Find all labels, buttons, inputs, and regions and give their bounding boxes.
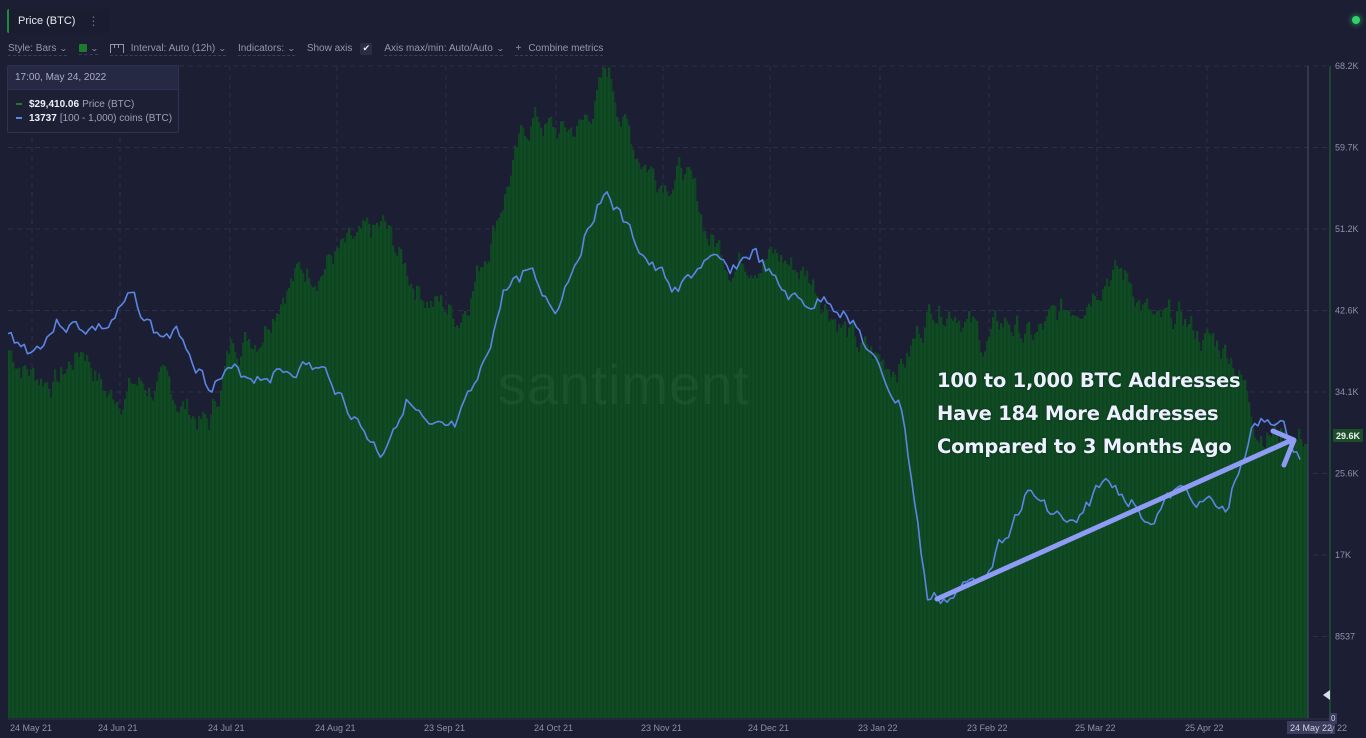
svg-text:23 Nov 21: 23 Nov 21 [641, 723, 682, 733]
svg-text:24 Jun 21: 24 Jun 21 [98, 723, 138, 733]
date-label-tail: y 22 [1330, 723, 1348, 733]
chart-annotation: 100 to 1,000 BTC Addresses Have 184 More… [937, 364, 1241, 463]
svg-text:24 Aug 21: 24 Aug 21 [315, 723, 356, 733]
ruler-icon [109, 43, 124, 53]
style-label: Style: Bars [8, 42, 57, 54]
axis-minmax-label: Axis max/min: Auto/Auto [384, 42, 493, 54]
chart-tooltip: 17:00, May 24, 2022 $29,410.06 Price (BT… [7, 65, 179, 133]
svg-text:24 Dec 21: 24 Dec 21 [748, 723, 789, 733]
vertical-dots-icon[interactable]: ⋮ [87, 14, 100, 28]
color-picker[interactable]: ⌄ [79, 43, 99, 55]
x-axis-labels: 24 May 21 24 Jun 21 24 Jul 21 24 Aug 21 23 S… [10, 723, 1224, 733]
indicators-label: Indicators: [237, 42, 285, 54]
svg-text:25.6K: 25.6K [1335, 469, 1359, 479]
svg-text:68.2K: 68.2K [1335, 61, 1359, 71]
svg-text:24 Oct 21: 24 Oct 21 [534, 723, 573, 733]
current-price-badge: 29.6K [1333, 429, 1364, 442]
tooltip-row-price: $29,410.06 Price (BTC) [8, 97, 178, 111]
svg-text:34.1K: 34.1K [1335, 387, 1359, 397]
annotation-line: 100 to 1,000 BTC Addresses [937, 369, 1241, 392]
color-swatch-icon [79, 44, 88, 52]
watermark: santiment [498, 353, 750, 416]
tooltip-datetime: 17:00, May 24, 2022 [8, 66, 178, 90]
svg-text:25 Mar 22: 25 Mar 22 [1075, 723, 1116, 733]
chevron-down-icon: ⌄ [495, 43, 505, 53]
price-bars [8, 66, 1309, 719]
interval-label: Interval: Auto (12h) [130, 42, 216, 54]
current-date-badge: 24 May 22 [1287, 721, 1336, 734]
interval-dropdown[interactable]: Interval: Auto (12h) ⌄ [109, 42, 227, 56]
chevron-down-icon: ⌄ [287, 43, 296, 53]
annotation-line: Compared to 3 Months Ago [937, 435, 1232, 458]
plus-icon: + [515, 42, 522, 54]
annotation-line: Have 184 More Addresses [937, 402, 1219, 425]
checkmark-icon[interactable]: ✔ [360, 42, 373, 55]
chevron-down-icon: ⌄ [90, 43, 99, 53]
combine-metrics-label: Combine metrics [528, 42, 604, 54]
combine-metrics-button[interactable]: + Combine metrics [515, 42, 604, 56]
show-axis-toggle[interactable]: Show axis ✔ [306, 42, 373, 56]
scroll-left-arrow-icon[interactable] [1323, 690, 1330, 700]
trend-arrow [934, 428, 1297, 602]
chart-toolbar: Style: Bars ⌄ ⌄ Interval: Auto (12h) ⌄ I… [8, 42, 615, 56]
svg-text:42.6K: 42.6K [1335, 306, 1359, 316]
legend-marker-icon [16, 117, 22, 119]
metric-tab[interactable]: Price (BTC) ⋮ [7, 9, 110, 33]
chevron-down-icon: ⌄ [218, 43, 227, 53]
indicators-dropdown[interactable]: Indicators: ⌄ [237, 42, 296, 56]
show-axis-label: Show axis [306, 43, 353, 54]
svg-text:51.2K: 51.2K [1335, 224, 1359, 234]
address-count-line [7, 191, 1301, 605]
zero-badge: 0 [1329, 713, 1338, 724]
svg-text:23 Sep 21: 23 Sep 21 [424, 723, 465, 733]
svg-text:25 Apr 22: 25 Apr 22 [1185, 723, 1224, 733]
chevron-down-icon: ⌄ [59, 43, 69, 53]
metric-title: Price (BTC) [18, 15, 76, 27]
y-axis-labels: 68.2K 59.7K 51.2K 42.6K 34.1K 25.6K 17K 8537 [1335, 61, 1359, 642]
axis-minmax-dropdown[interactable]: Axis max/min: Auto/Auto ⌄ [384, 42, 505, 56]
style-dropdown[interactable]: Style: Bars ⌄ [8, 42, 69, 56]
svg-text:24 Jul 21: 24 Jul 21 [208, 723, 245, 733]
legend-marker-icon [16, 103, 22, 105]
svg-text:23 Feb 22: 23 Feb 22 [967, 723, 1008, 733]
tooltip-row-addresses: 13737 [100 - 1,000) coins (BTC) [8, 111, 178, 125]
svg-text:24 May 21: 24 May 21 [10, 723, 52, 733]
svg-text:17K: 17K [1335, 550, 1351, 560]
svg-text:59.7K: 59.7K [1335, 143, 1359, 153]
svg-text:23 Jan 22: 23 Jan 22 [858, 723, 898, 733]
svg-text:8537: 8537 [1335, 632, 1355, 642]
status-indicator-icon [1352, 16, 1360, 24]
